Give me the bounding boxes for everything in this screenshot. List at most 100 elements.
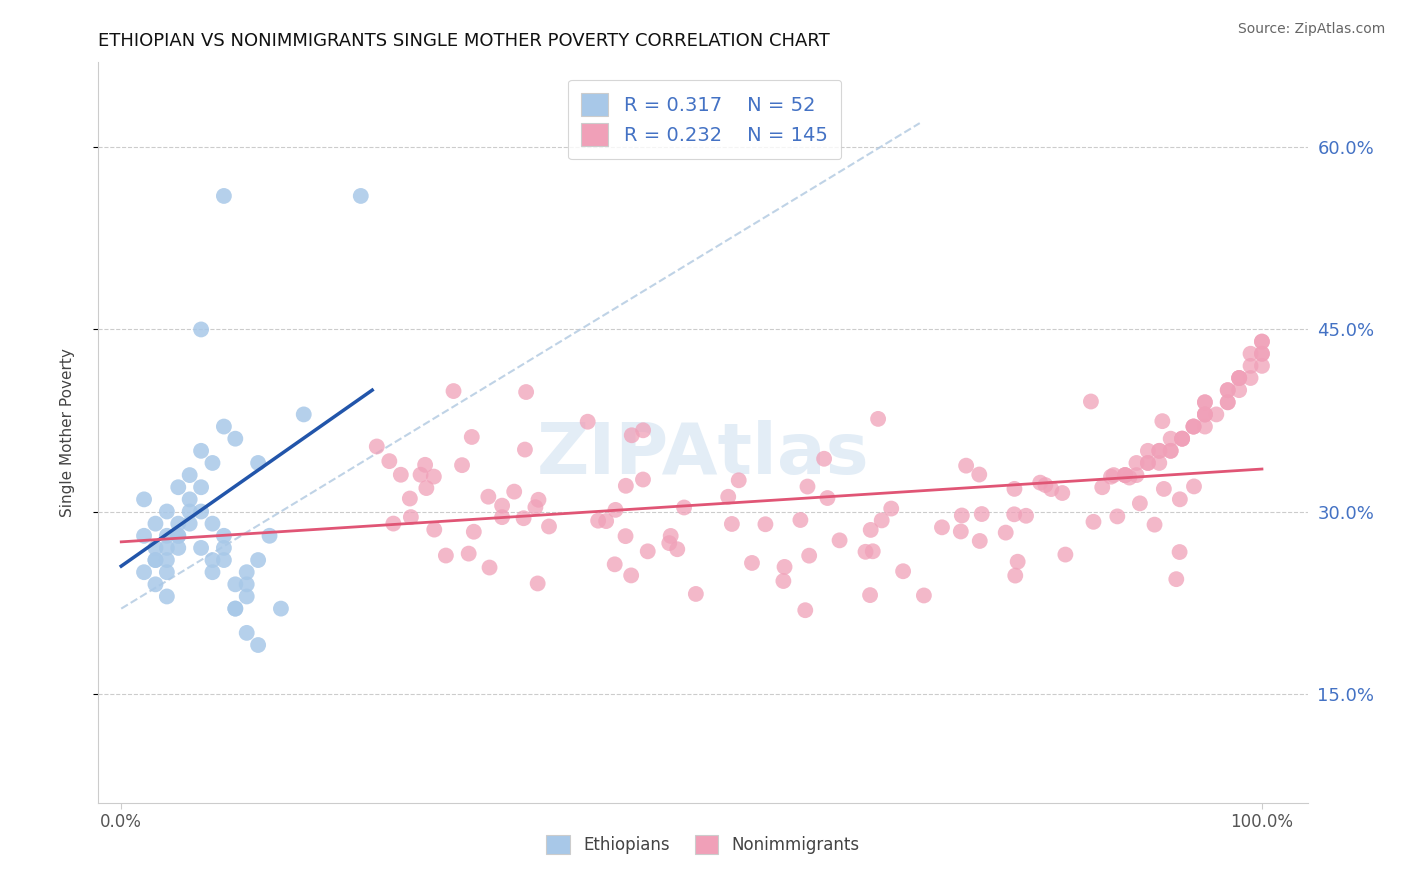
Point — [235, 626, 257, 640]
Point — [443, 384, 465, 398]
Point — [1216, 383, 1239, 397]
Point — [1216, 395, 1239, 409]
Point — [156, 553, 179, 567]
Point — [423, 469, 446, 483]
Point — [794, 603, 817, 617]
Point — [537, 519, 560, 533]
Point — [292, 408, 315, 422]
Point — [423, 523, 446, 537]
Point — [389, 467, 412, 482]
Point — [190, 541, 212, 555]
Point — [931, 520, 953, 534]
Point — [201, 565, 224, 579]
Point — [1251, 347, 1274, 361]
Point — [1171, 432, 1194, 446]
Point — [1029, 475, 1052, 490]
Point — [950, 508, 973, 523]
Point — [201, 516, 224, 531]
Point — [145, 541, 167, 555]
Point — [382, 516, 405, 531]
Text: ETHIOPIAN VS NONIMMIGRANTS SINGLE MOTHER POVERTY CORRELATION CHART: ETHIOPIAN VS NONIMMIGRANTS SINGLE MOTHER… — [98, 32, 830, 50]
Point — [132, 529, 155, 543]
Point — [1143, 517, 1166, 532]
Point — [603, 558, 626, 572]
Point — [1007, 555, 1029, 569]
Point — [967, 467, 990, 482]
Point — [1171, 432, 1194, 446]
Point — [190, 480, 212, 494]
Point — [1239, 371, 1261, 385]
Point — [145, 577, 167, 591]
Point — [721, 516, 744, 531]
Point — [859, 523, 882, 537]
Point — [862, 544, 884, 558]
Point — [880, 501, 903, 516]
Point — [1099, 469, 1122, 483]
Point — [247, 456, 270, 470]
Point — [132, 492, 155, 507]
Point — [614, 479, 637, 493]
Point — [224, 601, 246, 615]
Point — [1160, 443, 1182, 458]
Point — [247, 553, 270, 567]
Point — [399, 491, 422, 506]
Point — [859, 588, 882, 602]
Point — [156, 529, 179, 543]
Point — [270, 601, 292, 615]
Point — [1194, 395, 1216, 409]
Point — [1118, 470, 1140, 484]
Point — [463, 524, 485, 539]
Point — [212, 529, 235, 543]
Point — [1152, 414, 1174, 428]
Point — [434, 549, 457, 563]
Point — [259, 529, 281, 543]
Point — [1125, 456, 1147, 470]
Point — [190, 443, 212, 458]
Point — [685, 587, 707, 601]
Text: ZIPAtlas: ZIPAtlas — [537, 420, 869, 490]
Point — [773, 560, 796, 574]
Point — [673, 500, 696, 515]
Point — [799, 549, 821, 563]
Point — [1182, 419, 1205, 434]
Point — [1205, 408, 1227, 422]
Point — [190, 322, 212, 336]
Point — [970, 507, 993, 521]
Point — [1052, 486, 1074, 500]
Point — [145, 553, 167, 567]
Point — [1194, 408, 1216, 422]
Point — [605, 503, 627, 517]
Point — [1004, 482, 1026, 496]
Point — [1129, 496, 1152, 510]
Point — [891, 564, 914, 578]
Point — [658, 536, 681, 550]
Point — [366, 440, 388, 454]
Point — [789, 513, 811, 527]
Point — [666, 542, 689, 557]
Point — [1194, 408, 1216, 422]
Point — [1136, 443, 1159, 458]
Point — [1160, 432, 1182, 446]
Point — [145, 516, 167, 531]
Point — [727, 473, 749, 487]
Point — [1083, 515, 1105, 529]
Point — [1160, 443, 1182, 458]
Point — [378, 454, 401, 468]
Point — [190, 504, 212, 518]
Point — [167, 541, 190, 555]
Point — [586, 514, 609, 528]
Point — [524, 500, 547, 515]
Point — [1125, 468, 1147, 483]
Point — [1114, 468, 1136, 483]
Point — [1227, 371, 1250, 385]
Point — [1004, 568, 1026, 582]
Point — [477, 490, 499, 504]
Point — [1171, 432, 1194, 446]
Point — [1114, 468, 1136, 483]
Point — [1227, 371, 1250, 385]
Point — [969, 533, 991, 548]
Point — [1035, 478, 1057, 492]
Point — [796, 479, 818, 493]
Point — [156, 541, 179, 555]
Point — [145, 553, 167, 567]
